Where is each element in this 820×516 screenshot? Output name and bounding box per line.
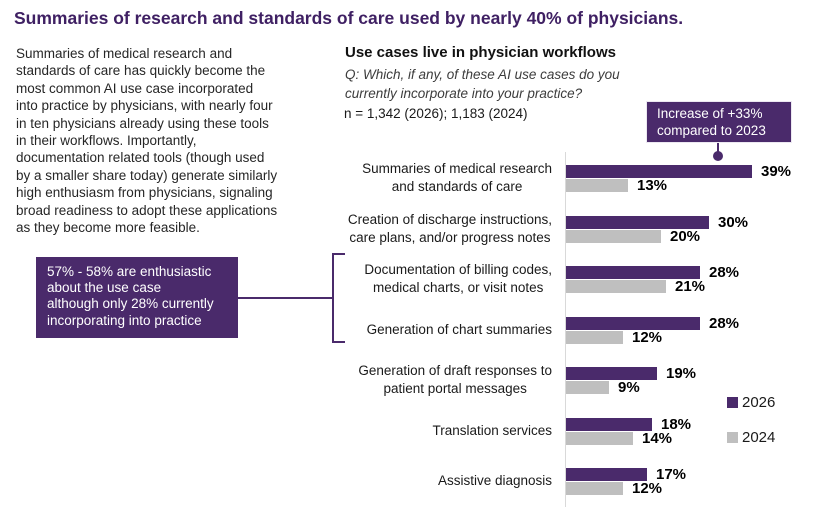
intro-paragraph: Summaries of medical research and standa… <box>16 46 278 236</box>
bar-2026 <box>566 165 752 178</box>
value-label-2026: 30% <box>718 214 749 231</box>
value-label-2026: 28% <box>709 315 740 332</box>
bar-2026 <box>566 367 657 380</box>
bar-2026 <box>566 266 700 279</box>
category-label-text: Documentation of billing codes, medical … <box>364 261 552 296</box>
bar-2024 <box>566 331 623 344</box>
value-label-2024: 20% <box>670 228 701 245</box>
category-label: Documentation of billing codes, medical … <box>290 252 552 306</box>
value-label-2026: 19% <box>666 365 697 382</box>
callout-connector-line <box>238 297 332 299</box>
page-title: Summaries of research and standards of c… <box>14 8 684 28</box>
value-label-2024: 21% <box>675 278 706 295</box>
chart-question: Q: Which, if any, of these AI use cases … <box>345 67 620 101</box>
bar-2024 <box>566 230 661 243</box>
chart-sample-note: n = 1,342 (2026); 1,183 (2024) <box>344 106 528 121</box>
category-label-text: Creation of discharge instructions, care… <box>347 211 552 246</box>
value-label-2024: 13% <box>637 177 668 194</box>
category-bracket <box>332 253 334 343</box>
category-label-text: Generation of draft responses to patient… <box>358 362 552 397</box>
chart-axis-line <box>565 152 566 507</box>
category-label-text: Assistive diagnosis <box>437 472 552 488</box>
category-bracket-bottom-tick <box>332 341 345 343</box>
value-label-2024: 12% <box>632 480 663 497</box>
category-label: Assistive diagnosis <box>290 454 552 508</box>
value-label-2026: 28% <box>709 264 740 281</box>
category-label: Translation services <box>290 404 552 458</box>
legend-label-2024: 2024 <box>742 429 776 446</box>
enthusiasm-callout: 57% - 58% are enthusiastic about the use… <box>36 257 238 338</box>
legend-swatch-2024 <box>727 432 738 443</box>
bar-2026 <box>566 468 647 481</box>
value-label-2026: 39% <box>761 163 792 180</box>
legend-item-2024: 2024 <box>727 429 775 446</box>
category-label-text: Generation of chart summaries <box>366 321 552 337</box>
category-bracket-top-tick <box>332 253 345 255</box>
bar-2024 <box>566 179 628 192</box>
category-label: Summaries of medical research and standa… <box>290 151 552 205</box>
category-label: Creation of discharge instructions, care… <box>290 202 552 256</box>
chart-title: Use cases live in physician workflows <box>345 44 616 61</box>
value-label-2026: 17% <box>656 466 687 483</box>
bar-2024 <box>566 381 609 394</box>
increase-annotation: Increase of +33% compared to 2023 <box>646 101 792 143</box>
value-label-2024: 14% <box>642 430 673 447</box>
bar-2026 <box>566 317 700 330</box>
legend-label-2026: 2026 <box>742 394 776 411</box>
legend-swatch-2026 <box>727 397 738 408</box>
annotation-connector-line <box>717 143 719 153</box>
value-label-2024: 9% <box>618 379 640 396</box>
bar-2024 <box>566 482 623 495</box>
legend-item-2026: 2026 <box>727 394 775 411</box>
annotation-connector-dot <box>713 151 723 161</box>
value-label-2024: 12% <box>632 329 663 346</box>
category-label: Generation of draft responses to patient… <box>290 353 552 407</box>
bar-2026 <box>566 216 709 229</box>
category-label-text: Translation services <box>432 422 552 438</box>
bar-2024 <box>566 432 633 445</box>
category-label: Generation of chart summaries <box>290 303 552 357</box>
bar-2024 <box>566 280 666 293</box>
bar-2026 <box>566 418 652 431</box>
category-label-text: Summaries of medical research and standa… <box>362 160 552 195</box>
value-label-2026: 18% <box>661 416 692 433</box>
